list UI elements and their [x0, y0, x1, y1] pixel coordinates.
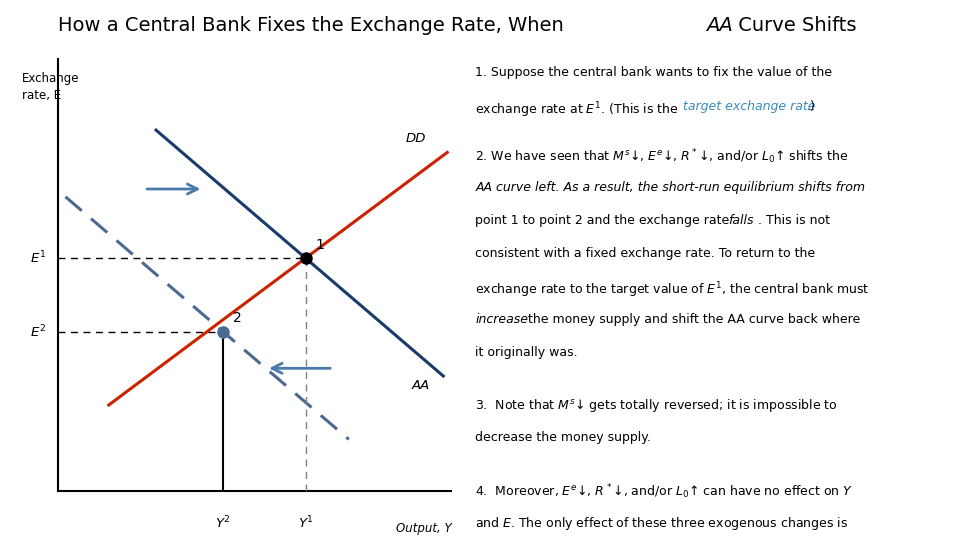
Text: $E^1$: $E^1$ — [30, 250, 46, 266]
Text: AA: AA — [706, 16, 732, 35]
Text: 1: 1 — [316, 238, 324, 252]
Text: 2. We have seen that $M^s$↓, $E^e$↓, $R^*$↓, and/or $L_0$↑ shifts the: 2. We have seen that $M^s$↓, $E^e$↓, $R^… — [475, 147, 849, 166]
Text: AA curve left. As a result, the short-run equilibrium shifts from: AA curve left. As a result, the short-ru… — [475, 181, 865, 194]
Text: Exchange
rate, E: Exchange rate, E — [22, 72, 80, 103]
Text: increase: increase — [475, 313, 528, 326]
Text: exchange rate to the target value of $E^1$, the central bank must: exchange rate to the target value of $E^… — [475, 280, 870, 300]
Text: $E^2$: $E^2$ — [30, 323, 46, 340]
Text: consistent with a fixed exchange rate. To return to the: consistent with a fixed exchange rate. T… — [475, 247, 815, 260]
Text: DD: DD — [406, 132, 426, 145]
Text: Output, Y: Output, Y — [396, 522, 451, 535]
Text: 2: 2 — [232, 311, 242, 325]
Text: How a Central Bank Fixes the Exchange Rate, When: How a Central Bank Fixes the Exchange Ra… — [58, 16, 569, 35]
Text: Curve Shifts: Curve Shifts — [732, 16, 857, 35]
Text: it originally was.: it originally was. — [475, 346, 578, 359]
Text: the money supply and shift the AA curve back where: the money supply and shift the AA curve … — [528, 313, 860, 326]
Text: $Y^2$: $Y^2$ — [215, 515, 230, 532]
Text: point 1 to point 2 and the exchange rate: point 1 to point 2 and the exchange rate — [475, 214, 733, 227]
Text: AA: AA — [412, 379, 430, 392]
Text: and $E$. The only effect of these three exogenous changes is: and $E$. The only effect of these three … — [475, 515, 849, 532]
Text: 1. Suppose the central bank wants to fix the value of the: 1. Suppose the central bank wants to fix… — [475, 66, 832, 79]
Text: 4.  Moreover, $E^e$↓, $R^*$↓, and/or $L_0$↑ can have no effect on $Y$: 4. Moreover, $E^e$↓, $R^*$↓, and/or $L_0… — [475, 482, 853, 501]
Text: exchange rate at $E^1$. (This is the: exchange rate at $E^1$. (This is the — [475, 100, 680, 119]
Text: decrease the money supply.: decrease the money supply. — [475, 430, 651, 443]
Text: . This is not: . This is not — [758, 214, 830, 227]
Text: target exchange rate: target exchange rate — [683, 100, 816, 113]
Text: 3.  Note that $M^s$↓ gets totally reversed; it is impossible to: 3. Note that $M^s$↓ gets totally reverse… — [475, 397, 838, 415]
Text: $Y^1$: $Y^1$ — [298, 515, 314, 532]
Text: falls: falls — [729, 214, 755, 227]
Text: .): .) — [807, 100, 816, 113]
